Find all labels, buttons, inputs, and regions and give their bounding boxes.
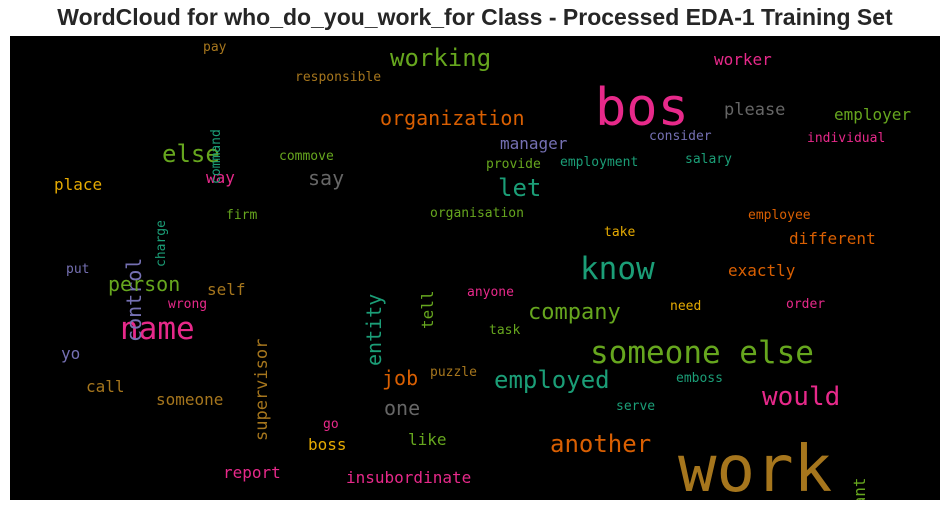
word-worker: worker bbox=[714, 50, 772, 69]
word-entity: entity bbox=[362, 294, 386, 367]
word-organization: organization bbox=[380, 106, 525, 130]
word-commove: commove bbox=[279, 149, 334, 164]
word-task: task bbox=[489, 323, 521, 338]
word-puzzle: puzzle bbox=[430, 365, 477, 380]
word-organisation: organisation bbox=[430, 206, 524, 221]
word-place: place bbox=[54, 175, 103, 194]
word-charge: charge bbox=[154, 220, 169, 267]
word-job: job bbox=[382, 366, 419, 390]
word-command: command bbox=[209, 129, 224, 184]
word-one: one bbox=[384, 396, 421, 420]
word-responsible: responsible bbox=[295, 70, 382, 85]
word-control: control bbox=[122, 258, 146, 343]
word-employment: employment bbox=[560, 155, 639, 170]
word-person: person bbox=[108, 272, 181, 296]
word-wrong: wrong bbox=[168, 297, 208, 312]
word-yo: yo bbox=[61, 344, 81, 363]
word-individual: individual bbox=[807, 131, 886, 146]
word-else: else bbox=[162, 140, 220, 168]
wordcloud-canvas: work bos someone else know name would another e… bbox=[10, 36, 940, 500]
word-boss: boss bbox=[308, 435, 347, 454]
word-report: report bbox=[223, 463, 281, 482]
word-someone-else: someone else bbox=[590, 335, 814, 371]
word-know: know bbox=[580, 251, 655, 287]
word-consider: consider bbox=[649, 129, 712, 144]
word-go: go bbox=[323, 417, 339, 432]
word-working: working bbox=[390, 44, 492, 72]
word-say: say bbox=[308, 166, 345, 190]
chart-title: WordCloud for who_do_you_work_for Class … bbox=[57, 4, 893, 30]
word-supervisor: supervisor bbox=[252, 339, 272, 442]
word-exactly: exactly bbox=[728, 261, 796, 280]
word-would: would bbox=[762, 382, 841, 412]
word-emboss: emboss bbox=[676, 371, 723, 386]
word-different: different bbox=[789, 229, 876, 248]
word-put: put bbox=[66, 262, 90, 277]
word-self: self bbox=[207, 280, 246, 299]
word-employer: employer bbox=[834, 105, 912, 124]
word-another: another bbox=[550, 430, 652, 458]
word-way: way bbox=[206, 168, 235, 187]
word-anyone: anyone bbox=[467, 285, 514, 300]
word-name: name bbox=[120, 311, 195, 347]
word-serve: serve bbox=[616, 399, 656, 414]
word-please: please bbox=[724, 100, 786, 120]
word-provide: provide bbox=[486, 157, 541, 172]
word-pay: pay bbox=[203, 40, 227, 55]
word-insubordinate: insubordinate bbox=[346, 468, 472, 487]
word-order: order bbox=[786, 297, 826, 312]
word-take: take bbox=[604, 225, 636, 240]
word-manager: manager bbox=[500, 134, 568, 153]
word-like: like bbox=[408, 430, 447, 449]
word-employee: employee bbox=[748, 208, 811, 223]
word-let: let bbox=[498, 174, 542, 202]
word-firm: firm bbox=[226, 208, 258, 223]
word-call: call bbox=[86, 377, 125, 396]
word-work: work bbox=[678, 433, 833, 500]
word-bos: bos bbox=[595, 78, 689, 138]
word-employed: employed bbox=[494, 366, 610, 394]
word-company: company bbox=[528, 300, 621, 325]
word-tell: tell bbox=[418, 290, 437, 329]
word-need: need bbox=[670, 299, 702, 314]
word-want: want bbox=[850, 477, 869, 500]
word-someone: someone bbox=[156, 390, 224, 409]
word-salary: salary bbox=[685, 152, 732, 167]
